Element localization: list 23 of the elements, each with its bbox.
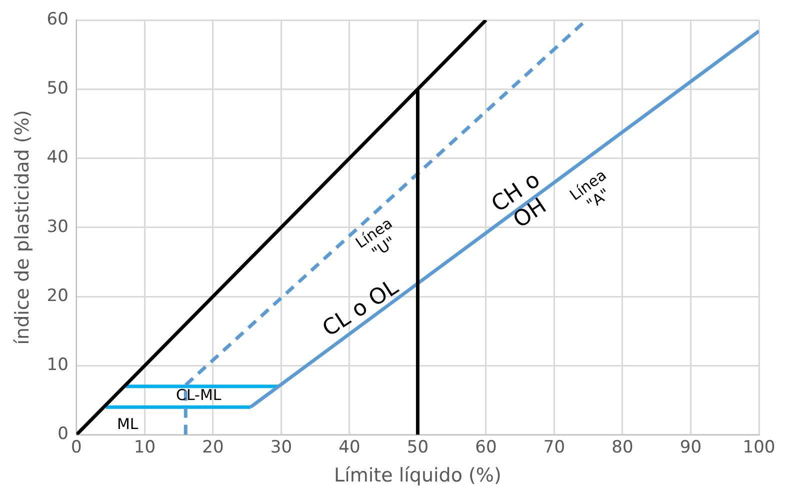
x-tick-label: 20	[202, 437, 224, 458]
x-tick-label: 50	[406, 437, 429, 458]
x-tick-label: 100	[742, 437, 776, 458]
x-tick-label: 60	[475, 437, 497, 458]
x-axis-title: Límite líquido (%)	[334, 464, 502, 487]
y-tick-label: 40	[46, 148, 68, 168]
x-tick-label: 80	[612, 437, 634, 458]
x-tick-label: 0	[71, 437, 82, 458]
y-tick-label: 30	[46, 216, 68, 237]
y-tick-label: 0	[58, 424, 68, 444]
x-tick-label: 10	[134, 437, 156, 458]
x-tick-label: 70	[543, 437, 566, 458]
annotation: CH o OH	[487, 168, 552, 234]
y-tick-label: 50	[46, 78, 68, 99]
annotation: ML	[116, 415, 139, 434]
x-tick-label: 30	[270, 437, 292, 458]
annotation: CL o OL	[318, 274, 404, 342]
y-tick-label: 10	[46, 355, 68, 376]
x-tick-label: 90	[680, 437, 702, 458]
y-axis-title: índice de plasticidad (%)	[11, 110, 34, 345]
y-tick-label: 20	[46, 286, 68, 306]
y-tick-label: 60	[46, 9, 68, 30]
x-tick-label: 40	[338, 437, 360, 458]
